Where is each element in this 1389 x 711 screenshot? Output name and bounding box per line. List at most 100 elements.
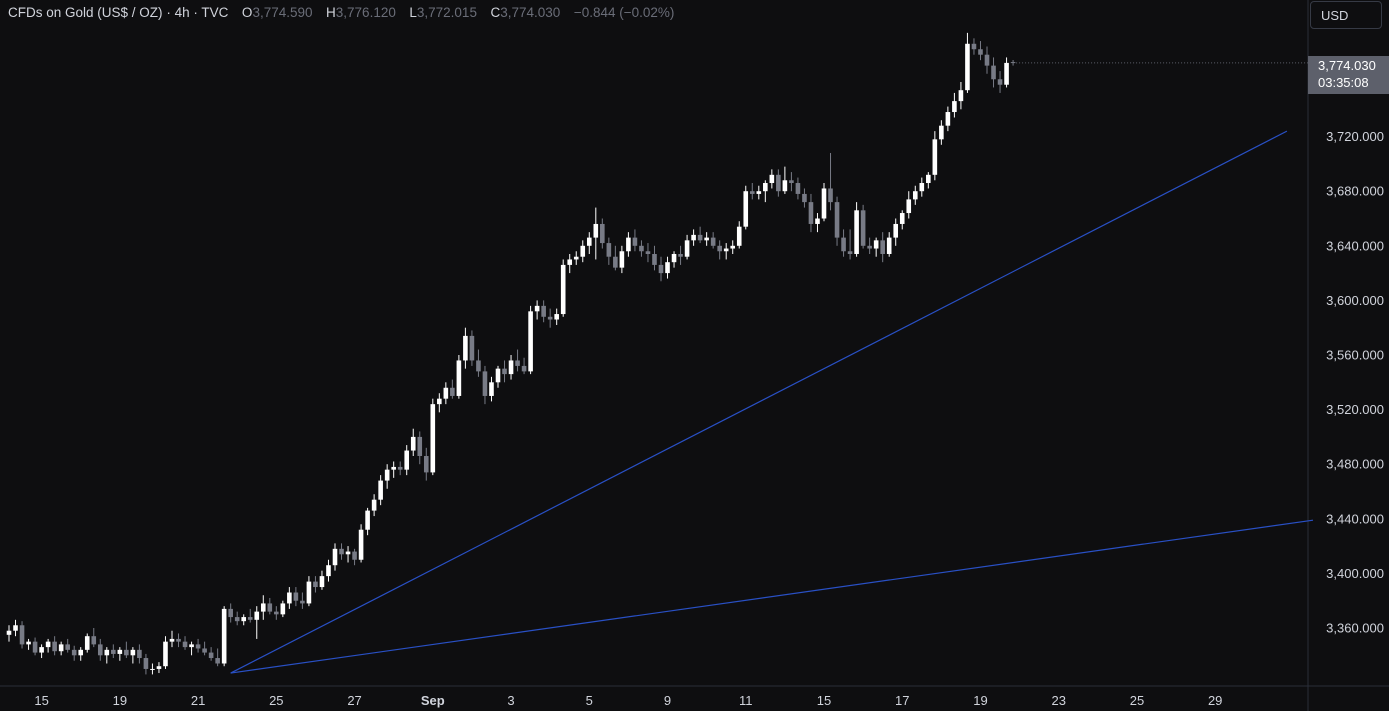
candle-body[interactable] [78, 649, 84, 656]
candle-body[interactable] [932, 139, 938, 175]
candle-body[interactable] [534, 305, 540, 312]
candle-body[interactable] [580, 245, 586, 257]
candle-body[interactable] [124, 649, 129, 656]
candle-body[interactable] [926, 174, 931, 184]
symbol-name[interactable]: CFDs on Gold (US$ / OZ) [8, 5, 163, 20]
candle-body[interactable] [202, 648, 207, 653]
candle-body[interactable] [6, 630, 12, 635]
candle-body[interactable] [912, 191, 918, 200]
candle-body[interactable] [776, 174, 781, 192]
candle-body[interactable] [215, 658, 220, 664]
candle-body[interactable] [802, 193, 807, 203]
candle-body[interactable] [300, 600, 305, 604]
candle-body[interactable] [808, 202, 814, 224]
candle-body[interactable] [730, 245, 736, 249]
candle-body[interactable] [84, 636, 90, 650]
candle-body[interactable] [886, 237, 892, 254]
candle-body[interactable] [13, 625, 18, 631]
candle-body[interactable] [39, 647, 44, 653]
candle-body[interactable] [593, 223, 599, 238]
candle-body[interactable] [984, 54, 990, 66]
candle-body[interactable] [749, 191, 755, 194]
candle-body[interactable] [456, 360, 462, 396]
candle-body[interactable] [19, 625, 25, 645]
candle-body[interactable] [645, 251, 651, 254]
candle-body[interactable] [769, 174, 775, 184]
candle-body[interactable] [45, 641, 51, 648]
candle-body[interactable] [567, 259, 573, 265]
candle-body[interactable] [254, 611, 260, 620]
candle-body[interactable] [1010, 62, 1016, 64]
candle-body[interactable] [345, 551, 351, 555]
candle-body[interactable] [613, 256, 618, 268]
candle-body[interactable] [508, 360, 514, 375]
candle-body[interactable] [795, 183, 801, 194]
candle-body[interactable] [52, 641, 57, 652]
candle-body[interactable] [280, 603, 286, 615]
candle-body[interactable] [450, 387, 455, 396]
candle-body[interactable] [997, 79, 1003, 85]
candle-body[interactable] [117, 649, 123, 654]
candle-body[interactable] [945, 112, 951, 126]
candle-body[interactable] [847, 251, 853, 254]
candle-body[interactable] [137, 649, 142, 659]
candle-body[interactable] [899, 213, 905, 224]
candle-body[interactable] [971, 43, 977, 50]
candle-body[interactable] [65, 644, 70, 650]
candle-body[interactable] [893, 223, 899, 238]
candle-body[interactable] [437, 398, 442, 405]
candle-body[interactable] [430, 404, 436, 473]
candle-body[interactable] [143, 658, 149, 669]
candle-body[interactable] [697, 234, 703, 241]
candle-body[interactable] [423, 456, 429, 473]
candle-body[interactable] [834, 202, 840, 238]
candle-body[interactable] [313, 581, 318, 588]
candle-body[interactable] [1004, 62, 1009, 85]
candle-body[interactable] [619, 251, 625, 268]
candle-body[interactable] [91, 636, 97, 645]
candle-body[interactable] [326, 565, 331, 577]
candle-body[interactable] [58, 644, 64, 652]
candle-body[interactable] [867, 245, 872, 249]
candle-body[interactable] [606, 243, 612, 257]
candle-body[interactable] [378, 480, 383, 500]
candle-body[interactable] [665, 262, 670, 274]
candle-body[interactable] [397, 466, 403, 470]
candle-body[interactable] [678, 253, 683, 257]
candle-body[interactable] [130, 649, 136, 656]
candle-body[interactable] [554, 314, 559, 320]
candle-body[interactable] [319, 576, 325, 588]
candle-body[interactable] [515, 360, 520, 366]
candle-body[interactable] [489, 382, 494, 396]
candle-body[interactable] [952, 101, 957, 113]
candle-body[interactable] [521, 365, 527, 372]
candle-body[interactable] [247, 617, 253, 620]
candle-body[interactable] [306, 581, 312, 604]
candle-body[interactable] [71, 649, 77, 656]
candle-body[interactable] [365, 510, 370, 530]
candle-body[interactable] [274, 611, 279, 615]
candle-body[interactable] [978, 49, 983, 55]
candle-body[interactable] [763, 183, 768, 192]
trendline[interactable] [230, 130, 1288, 674]
candle-body[interactable] [743, 191, 749, 227]
candle-body[interactable] [821, 188, 827, 219]
candle-body[interactable] [495, 368, 501, 383]
candle-body[interactable] [111, 649, 116, 654]
candle-body[interactable] [880, 240, 885, 254]
candle-body[interactable] [404, 450, 410, 470]
candle-body[interactable] [756, 191, 762, 194]
candle-body[interactable] [482, 371, 488, 396]
candle-body[interactable] [626, 237, 631, 252]
candle-body[interactable] [208, 652, 214, 659]
candle-body[interactable] [873, 240, 879, 249]
candle-body[interactable] [339, 548, 344, 555]
candle-body[interactable] [358, 529, 364, 560]
candle-body[interactable] [939, 125, 944, 140]
candle-body[interactable] [541, 305, 546, 317]
candle-body[interactable] [632, 237, 638, 246]
candle-body[interactable] [234, 617, 240, 622]
candle-body[interactable] [789, 180, 794, 184]
candle-body[interactable] [717, 245, 722, 252]
